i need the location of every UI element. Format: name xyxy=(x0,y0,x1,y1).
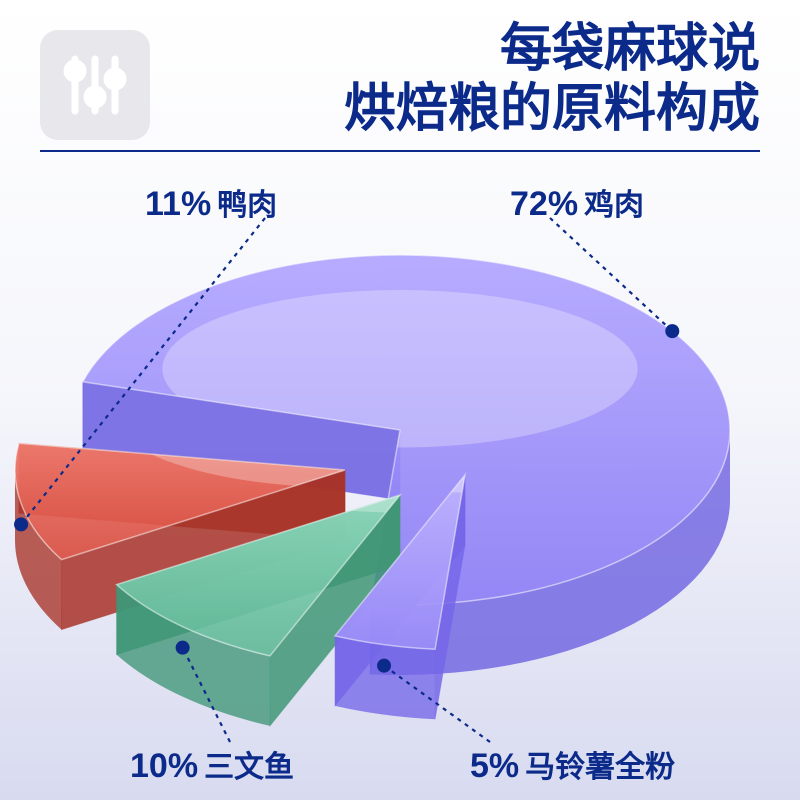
slice-percent-chicken: 72% xyxy=(510,185,578,223)
slice-percent-duck: 11% xyxy=(145,185,211,223)
leader-dot-salmon xyxy=(176,641,190,655)
slice-name-salmon: 三文鱼 xyxy=(204,751,294,784)
slice-percent-salmon: 10% xyxy=(130,747,198,785)
slice-label-salmon: 10%三文鱼 xyxy=(130,742,294,786)
slice-percent-potato: 5% xyxy=(470,747,519,785)
title-divider xyxy=(40,150,760,152)
slice-label-potato: 5%马铃薯全粉 xyxy=(470,742,675,786)
pie-chart xyxy=(0,160,800,800)
slice-label-chicken: 72%鸡肉 xyxy=(510,180,644,224)
slice-label-duck: 11%鸭肉 xyxy=(145,180,277,224)
leader-dot-duck xyxy=(14,517,28,531)
slice-name-potato: 马铃薯全粉 xyxy=(525,751,675,784)
leader-dot-chicken xyxy=(665,324,679,338)
title-line-1: 每袋麻球说 xyxy=(344,20,760,80)
leader-dot-potato xyxy=(377,659,391,673)
slice-name-chicken: 鸡肉 xyxy=(584,189,644,222)
page-title: 每袋麻球说 烘焙粮的原料构成 xyxy=(344,20,760,140)
slice-name-duck: 鸭肉 xyxy=(217,189,277,222)
sliders-icon xyxy=(40,30,150,140)
title-line-2: 烘焙粮的原料构成 xyxy=(344,80,760,140)
